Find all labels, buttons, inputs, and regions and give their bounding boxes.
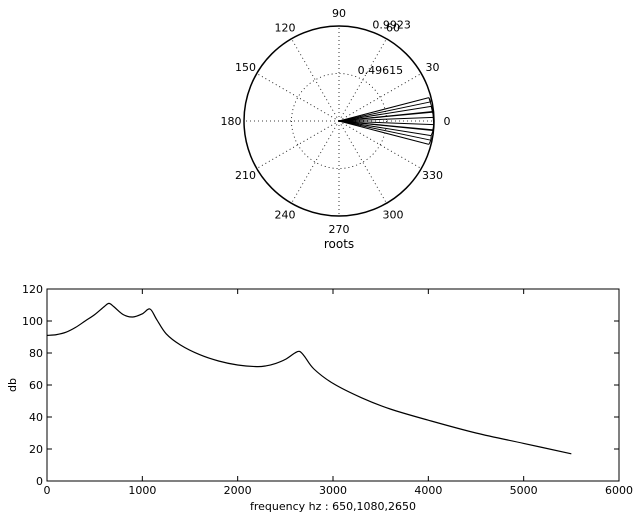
y-axis-label: db xyxy=(6,378,19,392)
x-tick-label: 1000 xyxy=(128,484,156,497)
polar-root-ray xyxy=(338,120,434,126)
y-tick-label: 80 xyxy=(29,347,43,360)
x-tick-label: 2000 xyxy=(224,484,252,497)
polar-labels: 0.49615 0.9923 0 30 60 90 120 150 180 210 240 270 30… xyxy=(221,7,451,236)
frequency-response-line xyxy=(46,302,572,455)
angle-tick-label: 330 xyxy=(422,169,443,182)
polar-series-line xyxy=(428,97,435,145)
polar-spoke xyxy=(338,120,387,204)
angle-tick-label: 180 xyxy=(221,115,242,128)
x-tick-label: 5000 xyxy=(510,484,538,497)
polar-series xyxy=(338,97,435,145)
line-ticks: 0 1000 2000 3000 4000 5000 6000 0 20 40 60 80 100 120 xyxy=(22,283,633,497)
polar-spoke xyxy=(291,120,340,204)
y-tick-label: 120 xyxy=(22,283,43,296)
radial-tick-label: 0.9923 xyxy=(372,19,411,32)
angle-tick-label: 0 xyxy=(444,115,451,128)
polar-root-ray xyxy=(338,120,429,145)
polar-grid xyxy=(243,25,435,217)
angle-tick-label: 270 xyxy=(329,223,350,236)
x-tick-label: 3000 xyxy=(319,484,347,497)
polar-plot: 0.49615 0.9923 0 30 60 90 120 150 180 210 240 270 30… xyxy=(221,7,451,251)
angle-tick-label: 90 xyxy=(332,7,346,20)
x-axis-label: frequency hz : 650,1080,2650 xyxy=(250,500,416,513)
polar-root-ray xyxy=(338,120,432,137)
line-plot: 0 1000 2000 3000 4000 5000 6000 0 20 40 60 80 100 120… xyxy=(6,283,633,513)
angle-tick-label: 240 xyxy=(275,209,296,222)
polar-outer-ring xyxy=(243,25,435,217)
y-tick-label: 60 xyxy=(29,379,43,392)
radial-tick-label: 0.49615 xyxy=(358,64,404,77)
polar-grid-ring xyxy=(291,73,387,169)
polar-root-ray xyxy=(338,101,431,122)
line-plot-frame xyxy=(46,288,620,482)
y-tick-label: 20 xyxy=(29,443,43,456)
line-series xyxy=(46,302,572,455)
y-tick-label: 100 xyxy=(22,315,43,328)
angle-tick-label: 150 xyxy=(235,61,256,74)
polar-root-ray xyxy=(338,110,433,122)
y-tick-label: 40 xyxy=(29,411,43,424)
angle-tick-label: 210 xyxy=(235,169,256,182)
polar-root-ray xyxy=(338,120,434,131)
polar-root-ray xyxy=(338,105,432,122)
polar-spoke xyxy=(256,73,340,122)
polar-root-ray xyxy=(338,97,429,122)
polar-xlabel: roots xyxy=(324,237,354,251)
angle-tick-label: 60 xyxy=(386,21,400,34)
angle-tick-label: 300 xyxy=(383,209,404,222)
x-tick-label: 6000 xyxy=(605,484,633,497)
polar-root-ray xyxy=(338,116,434,122)
y-tick-label: 0 xyxy=(36,475,43,488)
polar-spoke xyxy=(291,38,340,122)
polar-root-ray xyxy=(338,120,431,141)
angle-tick-label: 120 xyxy=(275,21,296,34)
angle-tick-label: 30 xyxy=(426,61,440,74)
x-tick-label: 0 xyxy=(44,484,51,497)
x-tick-label: 4000 xyxy=(414,484,442,497)
